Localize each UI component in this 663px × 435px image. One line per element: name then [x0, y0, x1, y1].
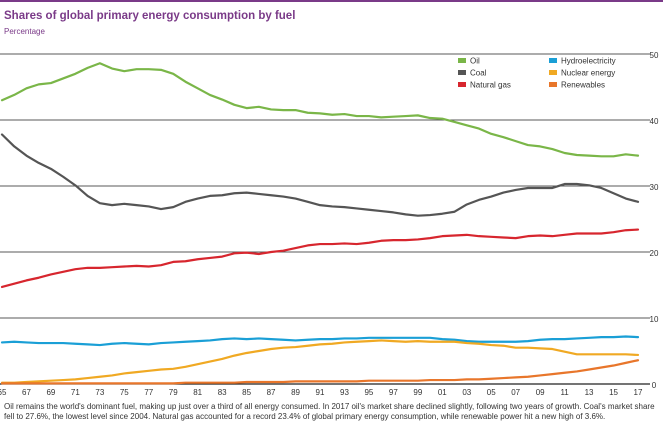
x-tick-label-83: 83: [218, 388, 227, 397]
series-line-natural_gas: [0, 228, 640, 289]
x-tick-label-87: 87: [267, 388, 276, 397]
chart-caption: Oil remains the world's dominant fuel, m…: [4, 402, 655, 421]
y-tick-label-50: 50: [650, 51, 659, 60]
legend-label-coal: Coal: [470, 69, 487, 78]
x-tick-label-95: 95: [364, 388, 373, 397]
series-line-hydroelectricity: [0, 335, 640, 347]
y-tick-label-30: 30: [650, 183, 659, 192]
x-tick-label-93: 93: [340, 388, 349, 397]
legend-swatch-oil: [458, 58, 466, 63]
x-tick-label-81: 81: [193, 388, 202, 397]
chart-title: Shares of global primary energy consumpt…: [4, 10, 296, 22]
x-tick-label-09: 09: [536, 388, 545, 397]
legend-swatch-coal: [458, 70, 466, 75]
x-tick-label-07: 07: [511, 388, 520, 397]
x-tick-label-97: 97: [389, 388, 398, 397]
legend-label-renewables: Renewables: [561, 81, 605, 90]
legend-label-hydroelectricity: Hydroelectricity: [561, 57, 616, 66]
x-tick-label-03: 03: [462, 388, 471, 397]
legend-label-oil: Oil: [470, 57, 480, 66]
x-tick-label-89: 89: [291, 388, 300, 397]
x-tick-label-75: 75: [120, 388, 129, 397]
y-tick-label-10: 10: [650, 315, 659, 324]
series-line-coal: [0, 133, 640, 217]
y-tick-label-20: 20: [650, 249, 659, 258]
x-tick-label-69: 69: [46, 388, 55, 397]
legend-swatch-natural_gas: [458, 82, 466, 87]
legend-swatch-renewables: [549, 82, 557, 87]
x-tick-label-67: 67: [22, 388, 31, 397]
legend-swatch-nuclear: [549, 70, 557, 75]
x-tick-label-17: 17: [634, 388, 643, 397]
series-line-nuclear: [0, 339, 640, 384]
x-tick-label-71: 71: [71, 388, 80, 397]
series-line-oil: [0, 62, 640, 158]
x-tick-label-79: 79: [169, 388, 178, 397]
x-tick-label-99: 99: [413, 388, 422, 397]
y-tick-label-0: 0: [652, 381, 657, 390]
header-rule: [0, 0, 663, 2]
x-tick-label-11: 11: [560, 388, 569, 397]
x-tick-label-91: 91: [316, 388, 325, 397]
x-tick-label-73: 73: [95, 388, 104, 397]
x-tick-label-05: 05: [487, 388, 496, 397]
x-tick-label-15: 15: [609, 388, 618, 397]
x-tick-label-77: 77: [144, 388, 153, 397]
legend-label-natural_gas: Natural gas: [470, 81, 511, 90]
energy-share-chart: 0102030405065676971737577798183858789919…: [0, 51, 659, 397]
chart-subtitle: Percentage: [4, 27, 45, 36]
x-tick-label-13: 13: [585, 388, 594, 397]
x-tick-label-65: 65: [0, 388, 7, 397]
x-tick-label-85: 85: [242, 388, 251, 397]
y-tick-label-40: 40: [650, 117, 659, 126]
legend-swatch-hydroelectricity: [549, 58, 557, 63]
series-line-renewables: [0, 359, 640, 385]
x-tick-label-01: 01: [438, 388, 447, 397]
legend-label-nuclear: Nuclear energy: [561, 69, 615, 78]
